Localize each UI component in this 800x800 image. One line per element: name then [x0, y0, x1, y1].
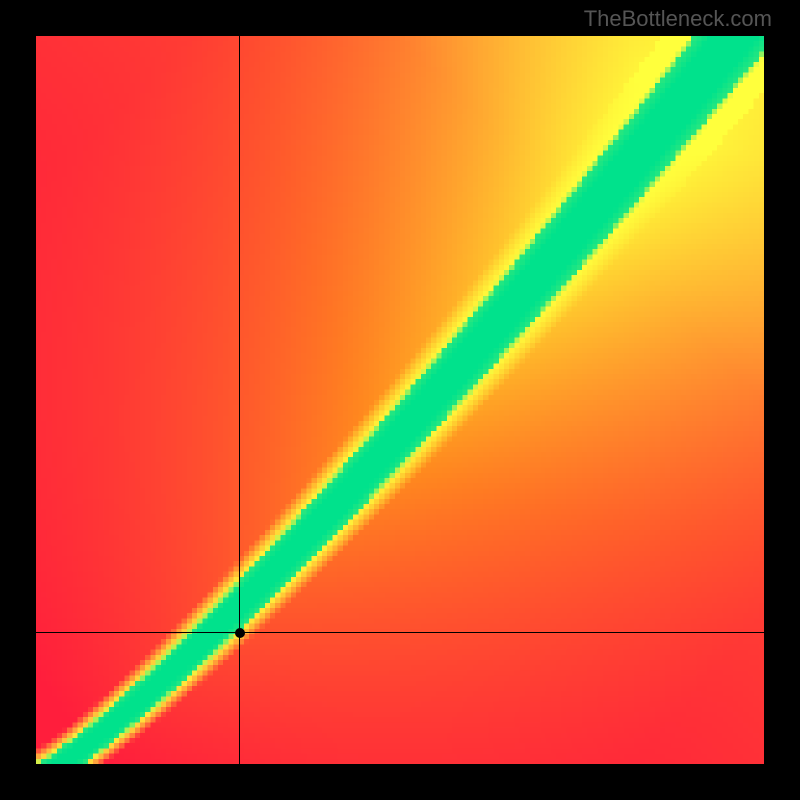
- crosshair-dot: [235, 628, 245, 638]
- crosshair-vertical: [239, 36, 240, 764]
- watermark-text: TheBottleneck.com: [584, 6, 772, 32]
- heatmap-canvas: [36, 36, 764, 764]
- crosshair-horizontal: [36, 632, 764, 633]
- plot-area: [36, 36, 764, 764]
